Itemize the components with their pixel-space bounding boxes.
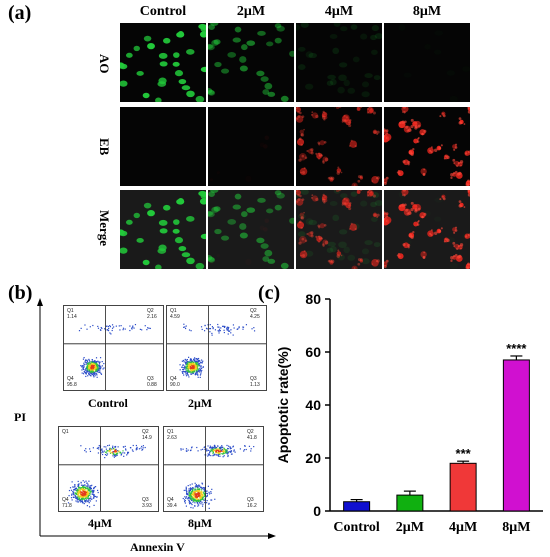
micrograph-merge-4um <box>296 190 382 269</box>
y-tick-label: 20 <box>305 450 321 466</box>
panel-b-label: (b) <box>8 282 33 304</box>
flow-plot-name: 4μM <box>88 516 113 530</box>
row-label-eb: EB <box>97 138 112 156</box>
micrograph-ao-8um <box>384 23 470 102</box>
micrograph-eb-2um <box>208 107 294 186</box>
row-label-merge: Merge <box>97 210 112 247</box>
quadrant-value: 4.59 <box>170 314 180 320</box>
quadrant-value: 1.13 <box>250 382 260 388</box>
quadrant-name: Q4 <box>67 376 74 382</box>
panel-a-label: (a) <box>8 2 32 24</box>
quadrant-name: Q1 <box>67 308 74 314</box>
apoptotic-rate-bar-chart: 0 20 40 60 80 Apoptotic rate(%) Control 2μM *** 4… <box>275 291 543 535</box>
x-tick-label: 4μM <box>449 520 477 535</box>
column-header-2um: 2μM <box>236 4 266 19</box>
flow-plot-2um: Q1 4.59 Q2 4.25 Q3 1.13 Q4 90.0 <box>166 305 267 391</box>
quadrant-label-q3: Q3 16.2 <box>247 497 257 509</box>
quadrant-value: 2.16 <box>147 314 157 320</box>
y-tick-label: 60 <box>305 344 321 360</box>
quadrant-value: 14.9 <box>142 435 152 441</box>
quadrant-name: Q1 <box>167 429 174 435</box>
micrograph-ao-2um <box>208 23 294 102</box>
quadrant-name: Q3 <box>247 497 254 503</box>
micrograph-ao-4um <box>296 23 382 102</box>
micrograph-merge-control <box>120 190 206 269</box>
flow-axes-arrows <box>37 298 276 539</box>
y-axis-label: Apoptotic rate(%) <box>275 347 291 464</box>
quadrant-label-q4: Q4 71.8 <box>62 497 72 509</box>
quadrant-name: Q2 <box>250 308 257 314</box>
bar-2 <box>449 462 477 512</box>
bar-0 <box>343 501 371 512</box>
row-label-ao: AO <box>97 54 112 74</box>
column-header-8um: 8μM <box>412 4 442 19</box>
flow-y-axis-label: PI <box>14 410 26 424</box>
micrograph-eb-4um <box>296 107 382 186</box>
quadrant-name: Q4 <box>62 497 69 503</box>
quadrant-label-q3: Q3 1.13 <box>250 376 260 388</box>
flow-plot-8um: Q1 2.63 Q2 41.8 Q3 16.2 Q4 39.4 <box>163 426 264 512</box>
quadrant-name: Q2 <box>142 429 149 435</box>
micrograph-ao-control <box>120 23 206 102</box>
quadrant-label-q3: Q3 3.93 <box>142 497 152 509</box>
x-tick-label: 2μM <box>396 520 424 535</box>
quadrant-label-q2: Q2 2.16 <box>147 308 157 320</box>
significance-marker: **** <box>506 341 527 356</box>
quadrant-value: 1.14 <box>67 314 77 320</box>
quadrant-label-q3: Q3 0.88 <box>147 376 157 388</box>
flow-plot-name: 8μM <box>188 516 213 530</box>
quadrant-label-q2: Q2 41.8 <box>247 429 257 441</box>
x-tick-label: Control <box>333 520 380 535</box>
quadrant-value: 3.93 <box>142 503 152 509</box>
micrograph-eb-8um <box>384 107 470 186</box>
quadrant-value: 2.63 <box>167 435 177 441</box>
quadrant-label-q4: Q4 39.4 <box>167 497 177 509</box>
quadrant-label-q2: Q2 14.9 <box>142 429 152 441</box>
quadrant-name: Q4 <box>167 497 174 503</box>
quadrant-label-q1: Q1 4.59 <box>170 308 180 320</box>
quadrant-name: Q2 <box>247 429 254 435</box>
flow-plot-4um: Q1 Q2 14.9 Q3 3.93 Q4 71.8 <box>58 426 159 512</box>
flow-plot-name: Control <box>88 396 128 410</box>
quadrant-value: 0.88 <box>147 382 157 388</box>
bar-1 <box>396 494 424 512</box>
bar-3 <box>502 359 530 512</box>
quadrant-name: Q1 <box>62 429 69 435</box>
micrograph-merge-8um <box>384 190 470 269</box>
quadrant-label-q2: Q2 4.25 <box>250 308 260 320</box>
y-tick-label: 0 <box>313 503 321 519</box>
quadrant-value: 16.2 <box>247 503 257 509</box>
y-tick-label: 40 <box>305 397 321 413</box>
y-tick-label: 80 <box>305 291 321 307</box>
micrograph-eb-control <box>120 107 206 186</box>
column-header-control: Control <box>139 4 187 19</box>
quadrant-name: Q3 <box>142 497 149 503</box>
quadrant-value: 4.25 <box>250 314 260 320</box>
quadrant-value: 39.4 <box>167 503 177 509</box>
quadrant-name: Q1 <box>170 308 177 314</box>
quadrant-name: Q3 <box>250 376 257 382</box>
micrograph-merge-2um <box>208 190 294 269</box>
quadrant-label-q4: Q4 95.8 <box>67 376 77 388</box>
flow-plot-control: Q1 1.14 Q2 2.16 Q3 0.88 Q4 95.8 <box>63 305 164 391</box>
quadrant-label-q1: Q1 2.63 <box>167 429 177 441</box>
flow-x-axis-label: Annexin V <box>130 540 185 554</box>
quadrant-label-q4: Q4 90.0 <box>170 376 180 388</box>
panel-c-label: (c) <box>258 282 281 304</box>
quadrant-name: Q2 <box>147 308 154 314</box>
quadrant-name: Q4 <box>170 376 177 382</box>
quadrant-value: 71.8 <box>62 503 72 509</box>
significance-marker: *** <box>456 446 472 461</box>
column-header-4um: 4μM <box>324 4 354 19</box>
quadrant-value: 90.0 <box>170 382 180 388</box>
quadrant-name: Q3 <box>147 376 154 382</box>
x-tick-label: 8μM <box>502 520 530 535</box>
quadrant-label-q1: Q1 <box>62 429 69 435</box>
quadrant-value: 95.8 <box>67 382 77 388</box>
flow-plot-name: 2μM <box>188 396 213 410</box>
quadrant-label-q1: Q1 1.14 <box>67 308 77 320</box>
quadrant-value: 41.8 <box>247 435 257 441</box>
